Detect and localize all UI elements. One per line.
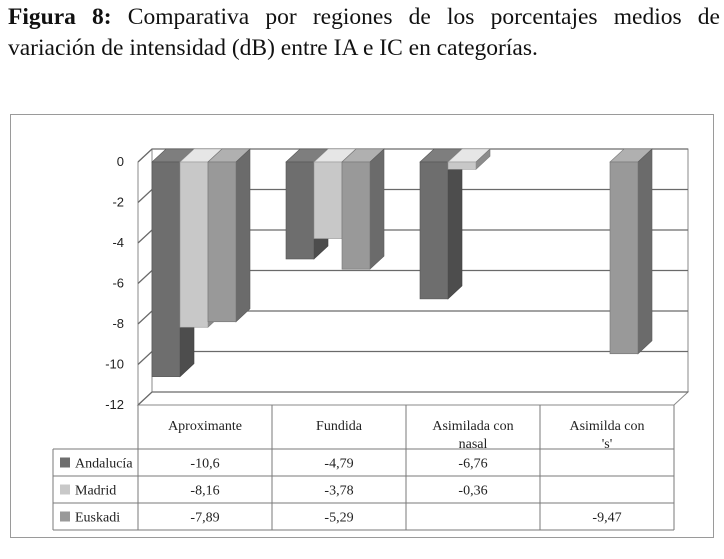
x-category-label: Aproximante — [168, 419, 242, 434]
data-label: -3,78 — [324, 484, 353, 499]
data-label: -10,6 — [190, 457, 219, 472]
bar-chart: 0 -2 -4 -6 -8 -10 -12 Aproximante Fundida Asimila… — [52, 148, 690, 531]
bar-side — [447, 148, 463, 300]
gridline — [137, 391, 688, 406]
bar-side — [637, 148, 653, 355]
data-label: -5,29 — [324, 511, 353, 526]
figure-caption: Figura 8: Comparativa por regiones de lo… — [8, 2, 720, 64]
legend-label: Madrid — [75, 484, 116, 499]
y-tick-label: -12 — [105, 397, 124, 412]
caption-label: Figura 8: — [8, 4, 112, 30]
data-label: -4,79 — [324, 457, 353, 472]
data-label: -6,76 — [458, 457, 487, 472]
x-category-label: Fundida — [316, 419, 363, 434]
bar — [419, 161, 449, 300]
y-tick-label: -10 — [105, 357, 124, 372]
data-label: -9,47 — [592, 511, 621, 526]
y-tick-label: 0 — [117, 154, 124, 169]
data-label: -8,16 — [190, 484, 219, 499]
x-category-label: 's' — [602, 437, 613, 452]
legend-swatch — [60, 484, 70, 495]
bar — [447, 161, 477, 170]
x-category-label: nasal — [459, 437, 488, 452]
legend-swatch — [60, 511, 70, 522]
bar — [285, 161, 315, 260]
floor — [136, 391, 690, 406]
y-tick-label: -6 — [112, 276, 124, 291]
legend-label: Andalucía — [75, 457, 133, 472]
data-label: -7,89 — [190, 511, 219, 526]
x-category-label: Asimilda con — [569, 419, 644, 434]
bar — [151, 161, 181, 377]
bar-side — [369, 148, 385, 270]
bar — [179, 161, 209, 328]
legend-swatch — [60, 457, 70, 468]
bar — [609, 161, 639, 355]
y-tick-label: -8 — [112, 316, 124, 331]
bar — [341, 161, 371, 270]
caption-text: Comparativa por regiones de los porcenta… — [8, 4, 720, 61]
y-tick-label: -4 — [112, 235, 124, 250]
chart-frame: 0 -2 -4 -6 -8 -10 -12 Aproximante Fundida Asimila… — [10, 114, 714, 538]
bar — [313, 161, 343, 239]
bar-side — [235, 148, 251, 323]
legend-label: Euskadi — [75, 511, 120, 526]
data-label: -0,36 — [458, 484, 487, 499]
y-tick-label: -2 — [112, 195, 124, 210]
x-category-label: Asimilada con — [432, 419, 513, 434]
gridline — [137, 148, 688, 163]
bar — [207, 161, 237, 323]
